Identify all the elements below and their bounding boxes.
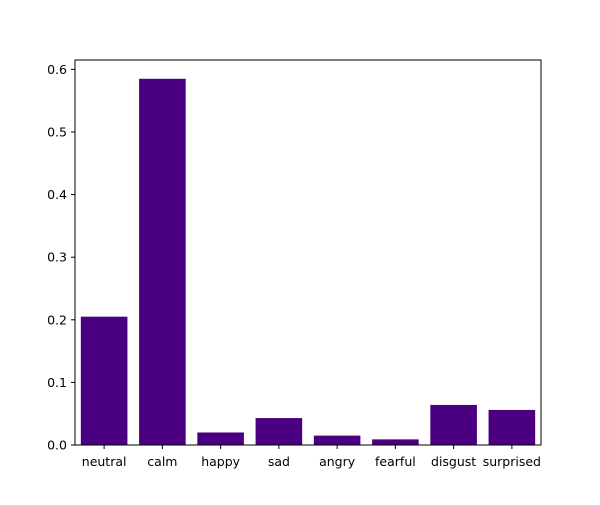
y-tick-label-0.6: 0.6 (47, 62, 67, 77)
x-tick-label-angry: angry (319, 454, 356, 469)
y-tick-label-0.5: 0.5 (47, 124, 67, 139)
bar-angry (313, 435, 361, 445)
bars-group (80, 78, 536, 445)
x-axis: neutral calm happy sad angry fearful disgust su… (82, 445, 541, 469)
bar-happy (197, 432, 244, 445)
plot-frame (74, 59, 542, 446)
bar-surprised (488, 409, 536, 445)
x-tick-label-surprised: surprised (483, 454, 541, 469)
x-tick-label-fearful: fearful (375, 454, 416, 469)
y-tick-label-0.3: 0.3 (47, 250, 67, 265)
y-tick-label-0.4: 0.4 (47, 187, 67, 202)
x-tick-label-happy: happy (201, 454, 240, 469)
bar-disgust (430, 404, 477, 445)
bar-fearful (372, 439, 419, 445)
bar-neutral (80, 316, 128, 445)
x-tick-label-calm: calm (147, 454, 177, 469)
y-tick-label-0.1: 0.1 (47, 375, 67, 390)
x-tick-label-neutral: neutral (82, 454, 127, 469)
y-tick-label-0.0: 0.0 (47, 438, 67, 453)
bar-calm (139, 78, 186, 445)
y-tick-label-0.2: 0.2 (47, 312, 67, 327)
x-tick-label-sad: sad (268, 454, 290, 469)
y-axis: 0.0 0.1 0.2 0.3 0.4 0.5 0.6 (47, 62, 75, 453)
x-tick-label-disgust: disgust (431, 454, 476, 469)
bar-sad (255, 418, 303, 445)
